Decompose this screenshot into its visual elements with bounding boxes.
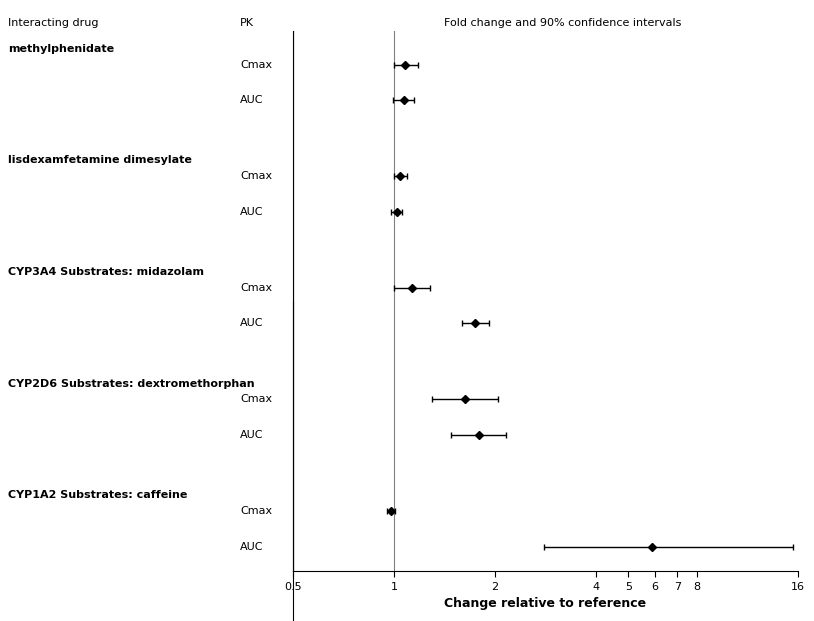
Text: methylphenidate: methylphenidate <box>8 43 114 54</box>
Text: Cmax: Cmax <box>240 171 272 181</box>
Text: CYP2D6 Substrates: dextromethorphan: CYP2D6 Substrates: dextromethorphan <box>8 379 255 389</box>
Text: Fold change and 90% confidence intervals: Fold change and 90% confidence intervals <box>444 18 682 28</box>
Text: AUC: AUC <box>240 319 264 329</box>
Text: AUC: AUC <box>240 207 264 217</box>
Text: Cmax: Cmax <box>240 283 272 293</box>
Text: PK: PK <box>240 18 254 28</box>
Text: AUC: AUC <box>240 95 264 105</box>
Text: Cmax: Cmax <box>240 394 272 404</box>
Text: AUC: AUC <box>240 542 264 551</box>
Text: AUC: AUC <box>240 430 264 440</box>
Text: CYP1A2 Substrates: caffeine: CYP1A2 Substrates: caffeine <box>8 490 187 500</box>
Text: Cmax: Cmax <box>240 506 272 516</box>
Text: lisdexamfetamine dimesylate: lisdexamfetamine dimesylate <box>8 155 192 165</box>
Text: CYP3A4 Substrates: midazolam: CYP3A4 Substrates: midazolam <box>8 267 204 277</box>
X-axis label: Change relative to reference: Change relative to reference <box>444 597 646 610</box>
Text: Cmax: Cmax <box>240 60 272 70</box>
Text: Interacting drug: Interacting drug <box>8 18 98 28</box>
